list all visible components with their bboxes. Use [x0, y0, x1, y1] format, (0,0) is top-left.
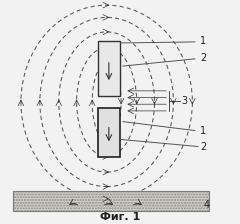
- Bar: [98, 41, 120, 96]
- Bar: [98, 108, 120, 157]
- Text: 1: 1: [200, 126, 206, 136]
- Text: 2: 2: [200, 53, 206, 63]
- Text: 2: 2: [200, 142, 206, 151]
- Text: 1: 1: [200, 36, 206, 46]
- Text: 3: 3: [181, 96, 187, 106]
- Bar: [13, 191, 209, 211]
- Text: Фиг. 1: Фиг. 1: [100, 211, 140, 222]
- Bar: [13, 191, 209, 211]
- Text: 4: 4: [204, 200, 210, 210]
